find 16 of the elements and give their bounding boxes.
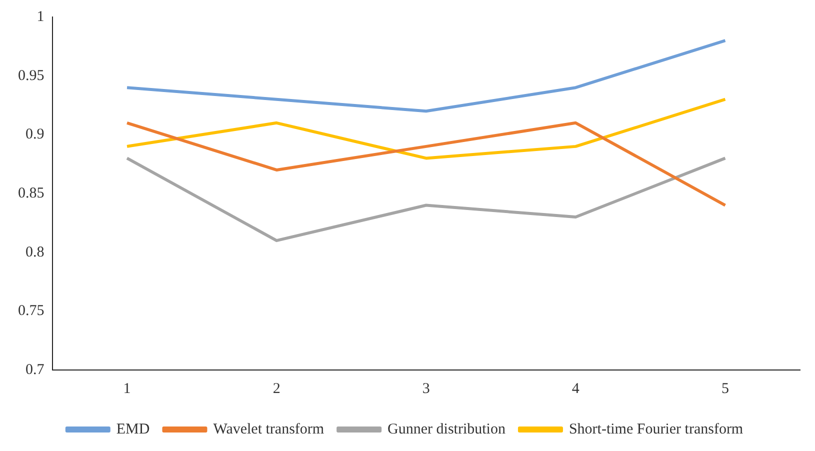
y-tick-label: 0.85 bbox=[18, 185, 44, 202]
y-tick-label: 0.95 bbox=[18, 68, 44, 84]
legend-label: Wavelet transform bbox=[213, 421, 324, 438]
x-tick-label: 4 bbox=[572, 380, 580, 397]
x-tick-label: 5 bbox=[721, 380, 729, 397]
x-tick-label: 3 bbox=[422, 380, 430, 397]
legend-label: Gunner distribution bbox=[388, 421, 506, 438]
legend-label: Short-time Fourier transform bbox=[568, 421, 744, 438]
y-tick-label: 1 bbox=[36, 8, 44, 25]
x-tick-label: 2 bbox=[272, 380, 280, 397]
y-tick-label: 0.8 bbox=[26, 244, 44, 260]
y-tick-label: 0.75 bbox=[18, 303, 44, 320]
legend-label: EMD bbox=[116, 421, 150, 438]
y-tick-label: 0.9 bbox=[26, 126, 44, 143]
y-tick-label: 0.7 bbox=[26, 362, 45, 378]
x-tick-label: 1 bbox=[123, 380, 131, 397]
